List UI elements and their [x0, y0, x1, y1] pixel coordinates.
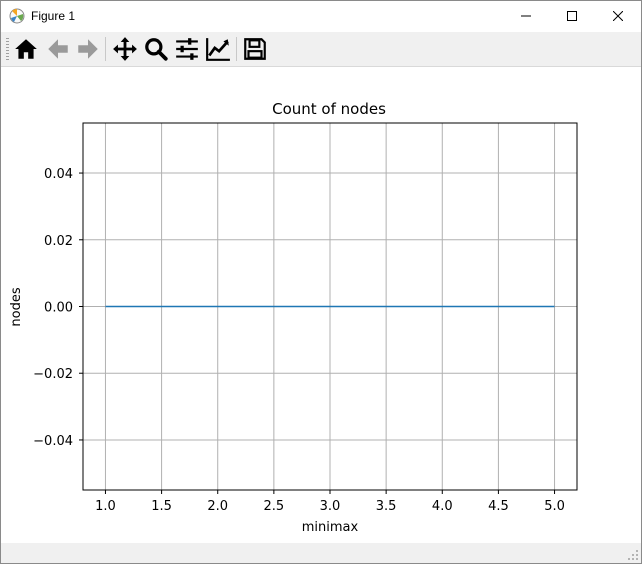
maximize-button[interactable]: [549, 1, 595, 31]
back-button[interactable]: [44, 35, 72, 63]
x-tick-label: 2.5: [264, 499, 285, 514]
y-tick-label: 0.00: [44, 301, 73, 316]
resize-grip-icon[interactable]: [627, 549, 639, 561]
arrow-left-icon: [48, 39, 68, 59]
x-tick-label: 1.0: [95, 499, 116, 514]
x-tick-label: 4.0: [432, 499, 453, 514]
x-tick-label: 3.0: [320, 499, 341, 514]
home-button[interactable]: [12, 35, 40, 63]
navigation-toolbar: [1, 32, 641, 67]
x-tick-label: 5.0: [544, 499, 565, 514]
edit-axis-button[interactable]: [204, 35, 232, 63]
y-tick-label: −0.04: [33, 434, 73, 449]
minimize-button[interactable]: [503, 1, 549, 31]
x-tick-label: 1.5: [151, 499, 172, 514]
save-button[interactable]: [241, 35, 269, 63]
chart-title: Count of nodes: [272, 100, 386, 118]
window-title: Figure 1: [31, 9, 76, 23]
arrow-right-icon: [78, 39, 98, 59]
magnifier-icon: [145, 38, 168, 61]
toolbar-separator: [236, 37, 237, 61]
close-icon: [613, 11, 623, 21]
figure-canvas[interactable]: Count of nodes 1.0 1.5 2.0 2.5 3.0 3.5 4.0 4.5 5…: [1, 67, 641, 543]
y-axis-label: nodes: [9, 287, 24, 326]
minimize-icon: [521, 15, 531, 17]
configure-subplots-button[interactable]: [173, 35, 201, 63]
chart[interactable]: Count of nodes 1.0 1.5 2.0 2.5 3.0 3.5 4.0 4.5 5…: [1, 67, 641, 543]
matplotlib-app-icon: [9, 8, 25, 24]
floppy-disk-icon: [244, 38, 266, 60]
home-icon: [15, 39, 37, 59]
forward-button[interactable]: [74, 35, 102, 63]
ticks: 1.0 1.5 2.0 2.5 3.0 3.5 4.0 4.5 5.0 −0.04 −0.02 0.0…: [33, 167, 565, 514]
sliders-icon: [176, 38, 198, 60]
toolbar-grip[interactable]: [6, 38, 9, 60]
y-tick-label: −0.02: [33, 367, 73, 382]
maximize-icon: [567, 11, 577, 21]
title-bar[interactable]: Figure 1: [1, 1, 641, 31]
x-axis-label: minimax: [302, 520, 359, 535]
line-chart-icon: [206, 38, 230, 61]
toolbar-separator: [105, 37, 106, 61]
x-tick-label: 4.5: [488, 499, 509, 514]
y-tick-label: 0.04: [44, 167, 73, 182]
x-tick-label: 2.0: [207, 499, 228, 514]
pan-button[interactable]: [111, 35, 139, 63]
move-icon: [113, 37, 137, 61]
x-tick-label: 3.5: [376, 499, 397, 514]
status-bar: [1, 543, 641, 563]
y-tick-label: 0.02: [44, 234, 73, 249]
close-button[interactable]: [595, 1, 641, 31]
zoom-button[interactable]: [142, 35, 170, 63]
